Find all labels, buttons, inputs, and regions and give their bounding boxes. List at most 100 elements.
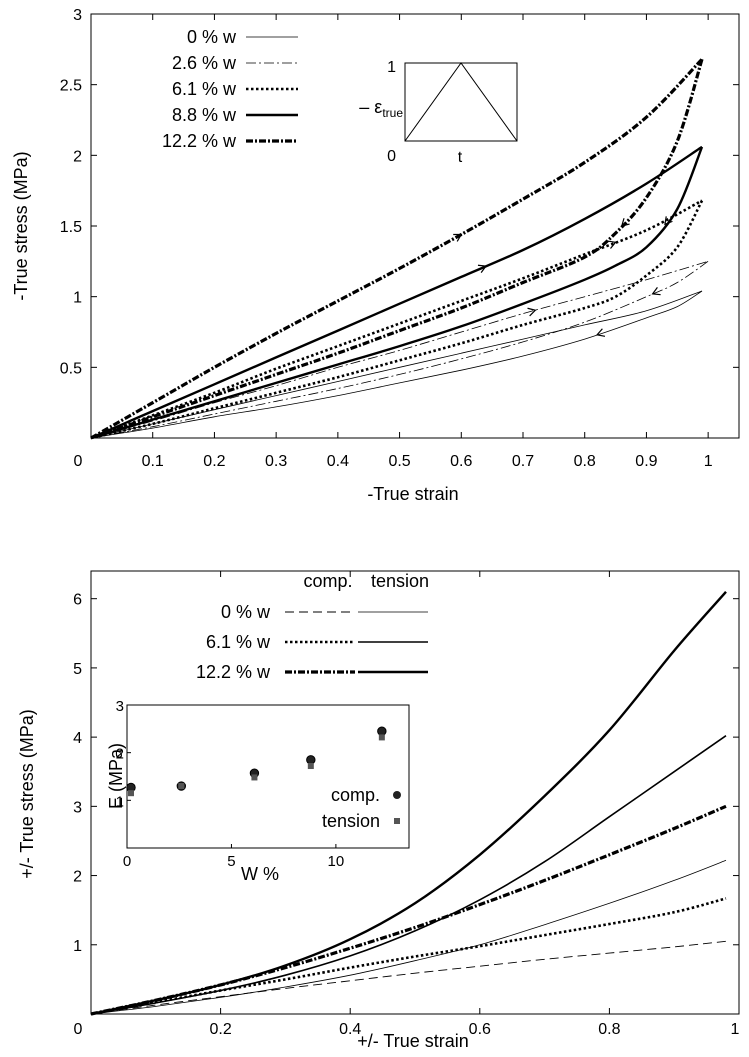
top-unloading-arrow-0 (595, 328, 606, 337)
top-loading-arrow-1 (527, 307, 537, 317)
inset-legend-marker-comp (393, 791, 401, 799)
bottom-y-axis-label: +/- True stress (MPa) (17, 709, 37, 879)
top-loading-arrow-4 (453, 233, 463, 242)
top-inset-y-label-subscript: true (382, 106, 403, 120)
top-direction-arrows (453, 216, 673, 337)
bottom-series-group (90, 591, 727, 1016)
bottom-x-axis-label: +/- True strain (357, 1031, 469, 1051)
top-x-tick-label: 0.4 (327, 453, 349, 470)
bottom-inset-modulus: 0 5 10 1 2 3 W % E (MPa) comp. tension (106, 698, 410, 884)
inset-x-tick-label: 5 (227, 853, 235, 870)
top-inset-frame (404, 62, 518, 142)
top-x-tick-label: 0.8 (574, 453, 596, 470)
bottom-y-axis: 1 2 3 4 5 6 (73, 592, 739, 955)
inset-point-tension (307, 763, 314, 770)
top-x-tick-label: 0.3 (265, 453, 287, 470)
inset-point-tension (128, 790, 134, 797)
top-loading-arrow-2 (607, 240, 617, 249)
top-inset-y-label-symbol: ε (374, 97, 382, 117)
inset-legend-label-0: comp. (331, 785, 380, 805)
top-x-axis: 0 0.1 0.2 0.3 0.4 0.5 0.6 0.7 0.8 0.9 1 (74, 14, 713, 470)
top-series-loading-0 (90, 290, 703, 439)
bottom-inset-points (126, 726, 387, 797)
top-inset-y-tick-0: 0 (387, 148, 396, 165)
inset-point-tension (251, 774, 258, 781)
top-chart: 0 0.1 0.2 0.3 0.4 0.5 0.6 0.7 0.8 0.9 1 0.5 1 1.5 2 2.… (11, 7, 740, 504)
bottom-y-tick-label: 4 (73, 730, 82, 747)
bottom-inset-frame (126, 704, 410, 849)
bottom-legend-label-1: 6.1 % w (206, 632, 271, 652)
bottom-y-tick-label: 6 (73, 592, 82, 609)
bottom-series-5 (90, 591, 727, 1016)
top-x-tick-label: 0.5 (388, 453, 410, 470)
top-inset-y-label-prefix: – (359, 97, 374, 117)
top-series-unloading-0 (90, 290, 703, 439)
inset-y-tick-label: 3 (116, 698, 124, 715)
bottom-plot-frame (90, 570, 740, 1015)
inset-x-tick-label: 0 (123, 853, 131, 870)
top-y-tick-label: 0.5 (60, 360, 82, 377)
top-loading-arrow-3 (477, 264, 488, 273)
inset-x-tick-label: 10 (328, 853, 345, 870)
inset-legend-label-1: tension (322, 811, 380, 831)
legend-header-tension: tension (371, 571, 429, 591)
top-inset-y-tick-1: 1 (387, 59, 396, 76)
top-x-axis-label: -True strain (367, 484, 458, 504)
top-unloading-arrow-1 (651, 287, 661, 296)
bottom-x-tick-label: 0.8 (598, 1021, 620, 1038)
bottom-inset-y-label: E (MPa) (106, 743, 126, 809)
top-y-tick-label: 1 (73, 290, 82, 307)
bottom-y-tick-label: 1 (73, 938, 82, 955)
top-series-loading-3 (90, 145, 703, 440)
top-x-tick-label: 0.2 (203, 453, 225, 470)
bottom-inset-legend: comp. tension (322, 785, 401, 831)
top-inset-y-label: – εtrue (359, 97, 403, 120)
top-y-axis-label: -True stress (MPa) (11, 151, 31, 300)
bottom-legend: comp. tension 0 % w 6.1 % w 12.2 % w (196, 571, 429, 682)
top-x-tick-label: 0 (74, 453, 83, 470)
top-y-tick-label: 3 (73, 7, 82, 24)
bottom-legend-label-2: 12.2 % w (196, 662, 271, 682)
top-x-tick-label: 0.9 (635, 453, 657, 470)
inset-y-tick-label: 1 (116, 793, 124, 810)
top-y-tick-label: 1.5 (60, 219, 82, 236)
inset-point-comp (306, 755, 316, 765)
legend-header-comp: comp. (303, 571, 352, 591)
top-x-tick-label: 0.6 (450, 453, 472, 470)
bottom-x-tick-label: 0.4 (339, 1021, 361, 1038)
bottom-y-tick-label: 5 (73, 661, 82, 678)
bottom-x-tick-label: 0.6 (469, 1021, 491, 1038)
bottom-legend-label-0: 0 % w (221, 602, 271, 622)
top-legend: 0 % w 2.6 % w 6.1 % w 8.8 % w 12.2 % w (162, 27, 298, 151)
top-y-tick-label: 2 (73, 148, 82, 165)
bottom-chart: 0 0.2 0.4 0.6 0.8 1 1 2 3 4 5 6 +/- True strain +/… (17, 570, 740, 1051)
top-legend-label-4: 12.2 % w (162, 131, 237, 151)
top-x-tick-label: 0.7 (512, 453, 534, 470)
top-legend-label-0: 0 % w (187, 27, 237, 47)
top-series-loading-4 (90, 58, 704, 440)
top-series-unloading-4 (90, 58, 704, 440)
top-y-tick-label: 2.5 (60, 78, 82, 95)
bottom-y-tick-label: 3 (73, 799, 82, 816)
top-series-unloading-3 (90, 146, 704, 440)
inset-point-comp (377, 726, 387, 736)
bottom-series-1 (90, 859, 727, 1015)
bottom-series-4 (90, 804, 727, 1016)
inset-point-tension (178, 783, 185, 790)
bottom-inset-axes: 0 5 10 1 2 3 (116, 698, 345, 870)
top-unloading-arrow-4 (620, 218, 630, 227)
inset-legend-marker-tension (394, 818, 400, 824)
top-y-axis: 0.5 1 1.5 2 2.5 3 (60, 7, 739, 377)
inset-y-tick-label: 2 (116, 746, 124, 763)
top-x-tick-label: 0.1 (142, 453, 164, 470)
bottom-x-axis: 0 0.2 0.4 0.6 0.8 1 (74, 571, 740, 1038)
top-series-group (90, 58, 709, 440)
bottom-x-tick-label: 0.2 (209, 1021, 231, 1038)
top-x-tick-label: 1 (704, 453, 713, 470)
top-inset-strain-profile: 1 0 t – εtrue (359, 59, 518, 166)
bottom-x-tick-label: 0 (74, 1021, 83, 1038)
bottom-series-0 (90, 940, 727, 1015)
bottom-x-tick-label: 1 (731, 1021, 740, 1038)
